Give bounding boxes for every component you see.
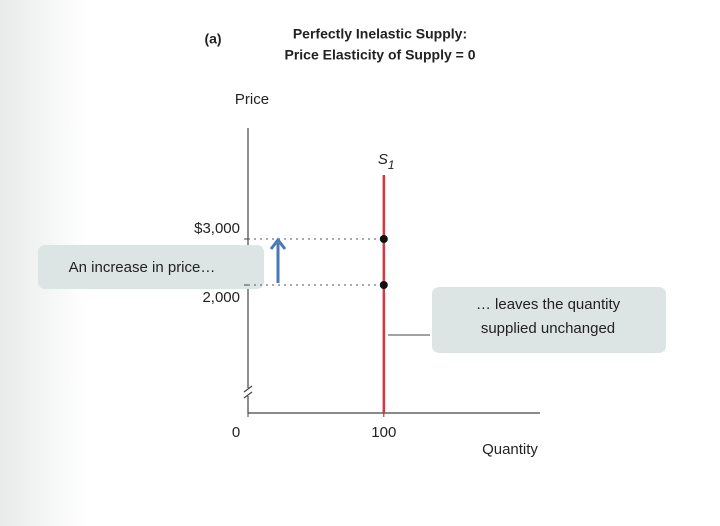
y-tick-label: 2,000: [202, 289, 240, 306]
callout-box: [432, 287, 666, 353]
y-axis-label: Price: [235, 91, 269, 108]
y-tick-label: $3,000: [194, 220, 240, 237]
point: [379, 281, 388, 289]
callout-box: [38, 245, 264, 289]
supply-label: S1: [378, 151, 395, 172]
x-tick-label: 0: [232, 424, 240, 441]
callout-text: An increase in price…: [69, 259, 216, 276]
callout-text: supplied unchanged: [481, 320, 615, 337]
point: [379, 235, 388, 243]
callout-text: … leaves the quantity: [476, 296, 621, 313]
supply-label-sub: 1: [388, 158, 395, 172]
panel-label: (a): [204, 31, 221, 47]
supply-label-main: S: [378, 151, 388, 168]
chart-subtitle: Price Elasticity of Supply = 0: [284, 47, 475, 63]
x-axis-label: Quantity: [482, 441, 538, 458]
chart-title: Perfectly Inelastic Supply:: [293, 26, 467, 42]
axis-break: [243, 385, 253, 399]
x-tick-label: 100: [371, 424, 396, 441]
arrow-head: [269, 237, 287, 250]
